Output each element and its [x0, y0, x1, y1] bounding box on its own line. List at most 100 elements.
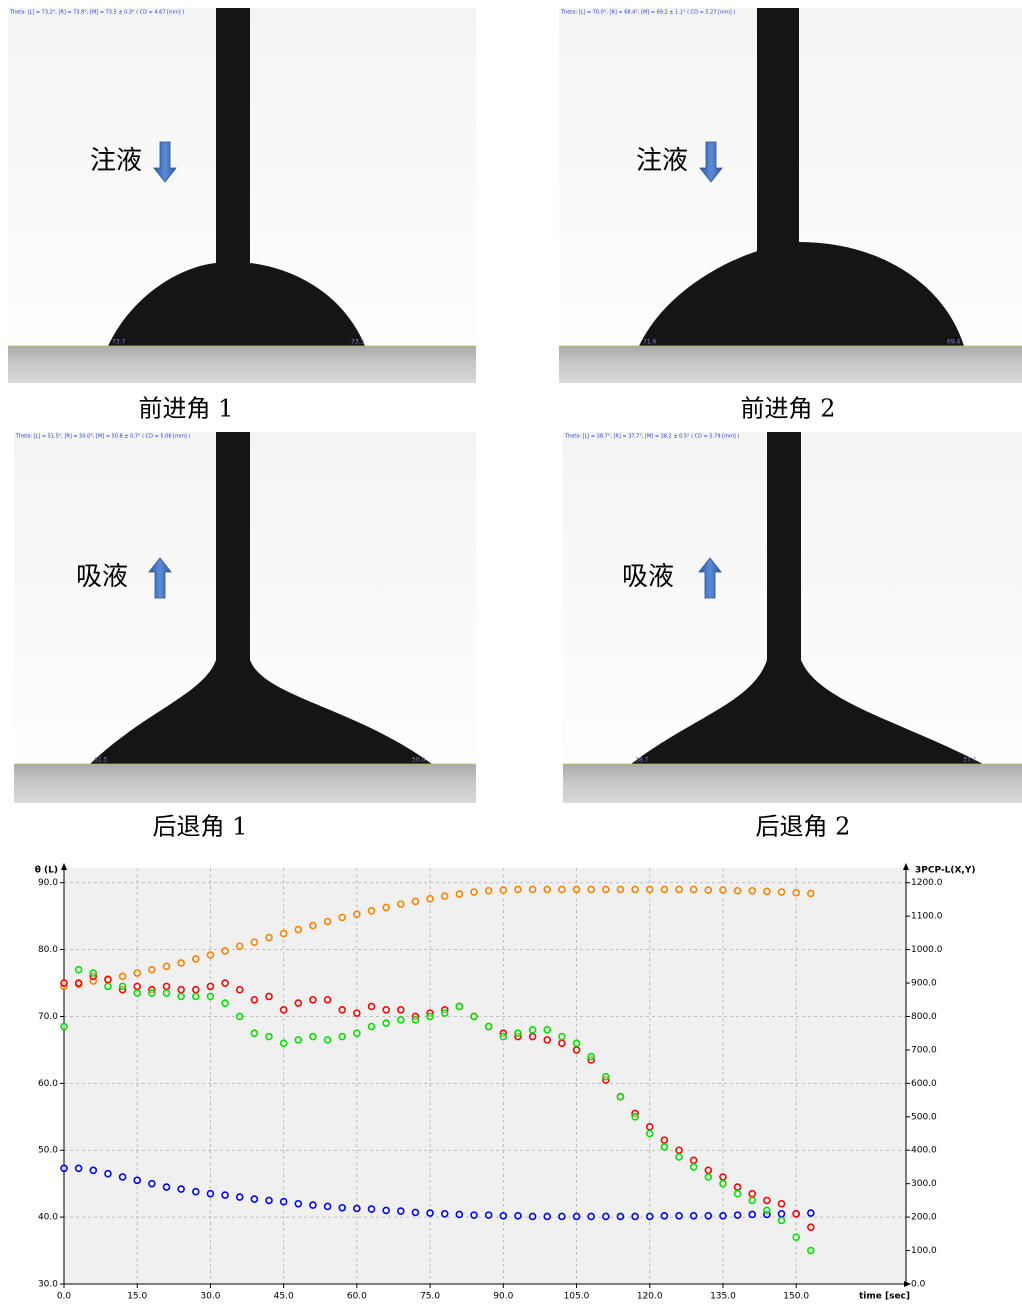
data-point [440, 1209, 449, 1218]
data-point [455, 1210, 464, 1219]
data-point [689, 1211, 698, 1220]
data-point [631, 1112, 639, 1121]
y-tick-label: 90.0 [38, 878, 58, 888]
data-point [675, 1153, 683, 1161]
data-point [162, 982, 171, 991]
data-point [719, 1179, 727, 1188]
x-tick-label: 0.0 [57, 1292, 72, 1302]
needle [757, 8, 799, 308]
data-point [279, 1005, 288, 1014]
x-tick-label: 90.0 [493, 1292, 513, 1302]
needle [767, 432, 801, 662]
data-point [353, 910, 361, 918]
data-point [499, 1032, 508, 1041]
angle-right: 73.3 [351, 339, 365, 346]
data-point [294, 1036, 303, 1044]
arrow-icon [148, 557, 172, 599]
data-point [426, 894, 434, 903]
data-point [279, 929, 288, 938]
image-caption: 前进角 2 [741, 395, 836, 423]
y-tick-label: 80.0 [38, 945, 58, 955]
data-point [748, 886, 757, 895]
data-point [382, 903, 390, 912]
data-point [148, 989, 156, 997]
data-point [528, 1032, 537, 1041]
data-point [133, 982, 142, 991]
data-point [250, 1029, 259, 1037]
data-point [689, 885, 698, 894]
data-point [118, 982, 127, 991]
data-point [558, 885, 566, 894]
arrow-icon [153, 141, 177, 183]
droplet-image: Theta: [L] = 70.0°, [R] = 68.4°, [M] = 6… [559, 8, 1022, 383]
data-point [162, 962, 171, 971]
x-tick-label: 60.0 [347, 1292, 367, 1302]
data-point [323, 1036, 332, 1044]
data-point [74, 965, 83, 974]
action-label: 注液 [90, 146, 142, 176]
droplet [90, 660, 432, 764]
angle-right: 69.4 [947, 339, 961, 346]
x-tick-label: 45.0 [274, 1292, 294, 1302]
data-point [484, 1211, 493, 1219]
data-point [572, 1212, 581, 1221]
data-point [631, 1212, 639, 1221]
needle [216, 432, 250, 662]
data-point [133, 989, 142, 997]
data-point [616, 1092, 625, 1101]
data-point [704, 1211, 713, 1220]
data-point [338, 1203, 347, 1212]
x-axis-label: time [sec] [859, 1292, 910, 1302]
data-point [250, 1195, 259, 1203]
data-point [514, 1211, 522, 1220]
data-point [235, 985, 244, 994]
data-point [279, 1197, 288, 1206]
data-point [484, 886, 493, 895]
data-point [60, 1164, 68, 1173]
data-point [499, 886, 508, 894]
data-point [587, 1052, 595, 1061]
y2-tick-label: 800.0 [911, 1012, 937, 1022]
data-point [191, 1187, 200, 1196]
data-point [631, 885, 639, 894]
data-point [338, 1005, 347, 1014]
needle [216, 8, 250, 313]
image-caption: 前进角 1 [139, 395, 234, 423]
data-point [60, 1022, 68, 1031]
data-point [221, 999, 229, 1007]
data-point [382, 1206, 390, 1215]
data-point [206, 951, 215, 959]
action-label: 吸液 [622, 562, 674, 592]
droplet [639, 242, 964, 346]
data-point [470, 888, 478, 896]
angle-left: 73.7 [112, 339, 126, 346]
data-point [807, 889, 815, 898]
data-point [455, 890, 464, 898]
y2-tick-label: 700.0 [911, 1045, 937, 1055]
data-point [689, 1156, 698, 1165]
data-point [807, 1223, 815, 1231]
image-overlay: Theta: [L] = 70.0°, [R] = 68.4°, [M] = 6… [560, 10, 735, 16]
y-axis-label: θ (L) [35, 866, 58, 876]
data-point [191, 992, 200, 1001]
data-point [543, 885, 552, 894]
angle-left: 51.5 [94, 757, 108, 764]
substrate [559, 346, 1022, 383]
data-point [660, 1136, 669, 1145]
data-point [528, 885, 537, 894]
data-point [645, 1123, 654, 1131]
droplet [631, 660, 983, 764]
data-point [411, 897, 420, 906]
data-point [602, 885, 610, 894]
data-point [367, 1205, 376, 1213]
data-point [792, 1209, 800, 1218]
angle-left: 71.6 [643, 339, 657, 346]
data-point [206, 1189, 215, 1198]
data-point [660, 1211, 669, 1220]
x-tick-label: 150.0 [783, 1292, 809, 1302]
data-point [323, 995, 332, 1004]
data-point [104, 1169, 112, 1178]
data-point [543, 1212, 552, 1221]
substrate [563, 764, 1022, 803]
